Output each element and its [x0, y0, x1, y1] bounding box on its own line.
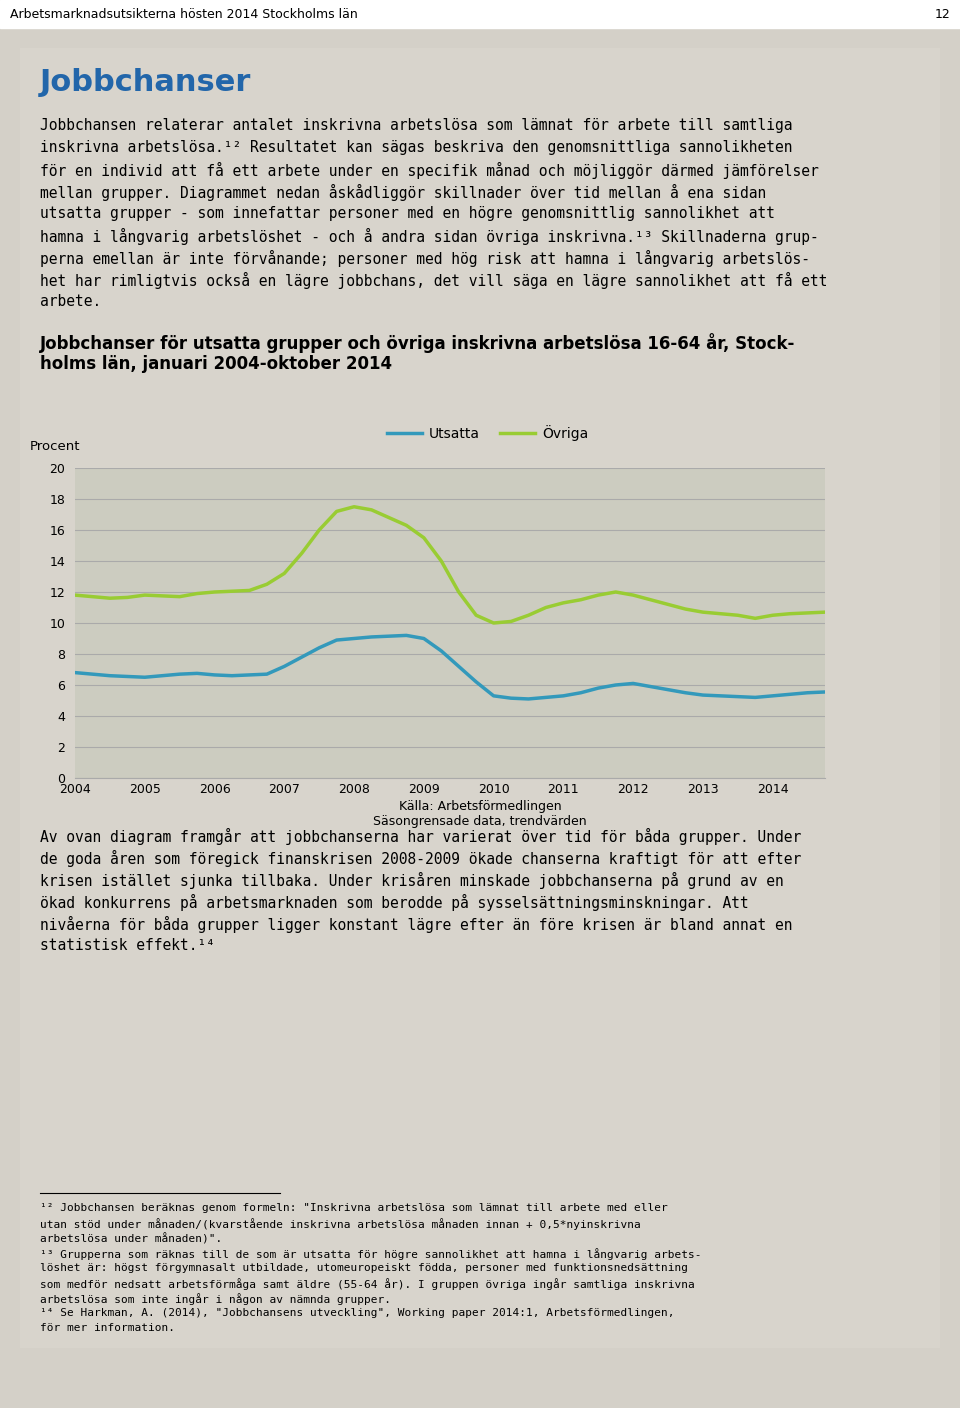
Text: som medför nedsatt arbetsförmåga samt äldre (55-64 år). I gruppen övriga ingår s: som medför nedsatt arbetsförmåga samt äl… — [40, 1278, 695, 1290]
Text: mellan grupper. Diagrammet nedan åskådliggör skillnader över tid mellan å ena si: mellan grupper. Diagrammet nedan åskådli… — [40, 184, 766, 201]
Text: löshet är: högst förgymnasalt utbildade, utomeuropeiskt födda, personer med funk: löshet är: högst förgymnasalt utbildade,… — [40, 1263, 688, 1273]
Text: för mer information.: för mer information. — [40, 1324, 175, 1333]
Text: hamna i långvarig arbetslöshet - och å andra sidan övriga inskrivna.¹³ Skillnade: hamna i långvarig arbetslöshet - och å a… — [40, 228, 819, 245]
Text: nivåerna för båda grupper ligger konstant lägre efter än före krisen är bland an: nivåerna för båda grupper ligger konstan… — [40, 917, 793, 934]
Text: Jobbchanser: Jobbchanser — [40, 68, 252, 97]
Legend: Utsatta, Övriga: Utsatta, Övriga — [381, 420, 594, 446]
Text: holms län, januari 2004-oktober 2014: holms län, januari 2004-oktober 2014 — [40, 355, 392, 373]
Text: ökad konkurrens på arbetsmarknaden som berodde på sysselsättningsminskningar. At: ökad konkurrens på arbetsmarknaden som b… — [40, 894, 749, 911]
Text: Arbetsmarknadsutsikterna hösten 2014 Stockholms län: Arbetsmarknadsutsikterna hösten 2014 Sto… — [10, 8, 358, 21]
Text: het har rimligtvis också en lägre jobbchans, det vill säga en lägre sannolikhet : het har rimligtvis också en lägre jobbch… — [40, 272, 828, 289]
Text: krisen istället sjunka tillbaka. Under krisåren minskade jobbchanserna på grund : krisen istället sjunka tillbaka. Under k… — [40, 872, 783, 888]
Text: Av ovan diagram framgår att jobbchanserna har varierat över tid för båda grupper: Av ovan diagram framgår att jobbchansern… — [40, 828, 802, 845]
Text: Källa: Arbetsförmedlingen: Källa: Arbetsförmedlingen — [398, 800, 562, 812]
Bar — [0, 0, 960, 28]
Text: 12: 12 — [934, 8, 950, 21]
Text: de goda åren som föregick finanskrisen 2008-2009 ökade chanserna kraftigt för at: de goda åren som föregick finanskrisen 2… — [40, 850, 802, 867]
Text: arbetslösa under månaden)".: arbetslösa under månaden)". — [40, 1233, 223, 1245]
Text: perna emellan är inte förvånande; personer med hög risk att hamna i långvarig ar: perna emellan är inte förvånande; person… — [40, 251, 810, 268]
Text: ¹³ Grupperna som räknas till de som är utsatta för högre sannolikhet att hamna i: ¹³ Grupperna som räknas till de som är u… — [40, 1247, 702, 1260]
Text: statistisk effekt.¹⁴: statistisk effekt.¹⁴ — [40, 938, 215, 953]
Text: utan stöd under månaden/(kvarstående inskrivna arbetslösa månaden innan + 0,5*ny: utan stöd under månaden/(kvarstående ins… — [40, 1218, 640, 1231]
Text: Jobbchansen relaterar antalet inskrivna arbetslösa som lämnat för arbete till sa: Jobbchansen relaterar antalet inskrivna … — [40, 118, 793, 132]
Text: för en individ att få ett arbete under en specifik månad och möjliggör därmed jä: för en individ att få ett arbete under e… — [40, 162, 819, 179]
Text: utsatta grupper - som innefattar personer med en högre genomsnittlig sannolikhet: utsatta grupper - som innefattar persone… — [40, 206, 775, 221]
Text: ¹² Jobbchansen beräknas genom formeln: "Inskrivna arbetslösa som lämnat till arb: ¹² Jobbchansen beräknas genom formeln: "… — [40, 1202, 668, 1214]
Text: Jobbchanser för utsatta grupper och övriga inskrivna arbetslösa 16-64 år, Stock-: Jobbchanser för utsatta grupper och övri… — [40, 334, 796, 353]
Text: ¹⁴ Se Harkman, A. (2014), "Jobbchansens utveckling", Working paper 2014:1, Arbet: ¹⁴ Se Harkman, A. (2014), "Jobbchansens … — [40, 1308, 675, 1318]
Text: arbete.: arbete. — [40, 294, 101, 308]
Text: Säsongrensade data, trendvärden: Säsongrensade data, trendvärden — [373, 815, 587, 828]
FancyBboxPatch shape — [20, 48, 940, 1347]
Text: inskrivna arbetslösa.¹² Resultatet kan sägas beskriva den genomsnittliga sannoli: inskrivna arbetslösa.¹² Resultatet kan s… — [40, 139, 793, 155]
Text: Procent: Procent — [30, 439, 81, 452]
Text: arbetslösa som inte ingår i någon av nämnda grupper.: arbetslösa som inte ingår i någon av näm… — [40, 1293, 391, 1305]
